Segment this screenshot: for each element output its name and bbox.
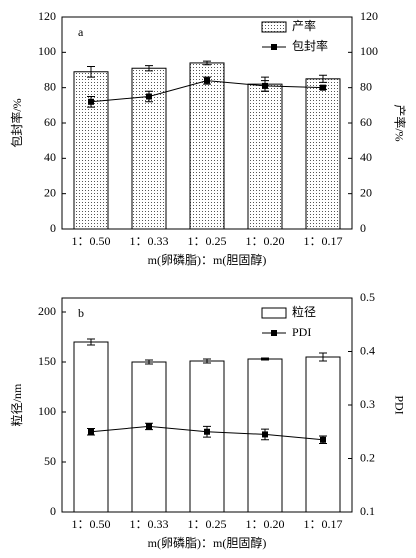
bar	[131, 361, 167, 513]
x-tick-label: 1：0.33	[129, 517, 168, 531]
bar	[73, 71, 109, 230]
legend-label: 包封率	[292, 38, 328, 53]
y2-tick-label: 60	[360, 115, 372, 129]
y2-tick-label: 0	[360, 221, 366, 235]
y-tick-label: 80	[44, 79, 56, 93]
y2-tick-label: 0.1	[360, 504, 375, 518]
y-tick-label: 100	[38, 404, 56, 418]
error-bar	[87, 338, 95, 346]
marker	[320, 436, 326, 443]
x-tick-label: 1：0.20	[245, 234, 284, 248]
x-tick-label: 1：0.25	[187, 517, 226, 531]
panel-label: b	[78, 306, 84, 320]
error-bar	[319, 74, 327, 83]
marker	[320, 84, 326, 91]
error-bar	[319, 352, 327, 362]
legend-swatch	[261, 307, 287, 319]
x-tick-label: 1：0.33	[129, 234, 168, 248]
marker	[204, 77, 210, 84]
y-tick-label: 50	[44, 454, 56, 468]
x-tick-label: 1：0.17	[303, 234, 342, 248]
marker	[88, 428, 94, 435]
y2-tick-label: 0.4	[360, 343, 375, 357]
error-bar	[203, 60, 211, 66]
error-bar	[203, 358, 211, 364]
y2-tick-label: 0.3	[360, 397, 375, 411]
legend-swatch	[261, 21, 287, 33]
legend-marker	[271, 330, 277, 336]
y-axis-label: 粒径/nm	[9, 383, 24, 426]
bar	[189, 62, 225, 230]
legend-label: PDI	[292, 325, 311, 339]
y-axis-label: 包封率/%	[9, 98, 24, 147]
y-tick-label: 0	[50, 504, 56, 518]
panel-label: a	[78, 25, 84, 39]
x-tick-label: 1：0.20	[245, 517, 284, 531]
x-axis-label: m(卵磷脂)：m(胆固醇)	[148, 252, 267, 267]
error-bar	[145, 359, 153, 365]
y-tick-label: 40	[44, 150, 56, 164]
x-tick-label: 1：0.17	[303, 517, 342, 531]
y2-tick-label: 100	[360, 44, 378, 58]
marker	[262, 431, 268, 438]
marker	[204, 428, 210, 435]
y2-tick-label: 80	[360, 79, 372, 93]
x-tick-label: 1：0.25	[187, 234, 226, 248]
bar	[305, 78, 341, 230]
plot-frame	[61, 16, 353, 230]
y2-tick-label: 20	[360, 185, 372, 199]
y2-tick-label: 0.5	[360, 290, 375, 304]
legend-label: 产率	[292, 18, 316, 33]
marker	[146, 93, 152, 100]
y-tick-label: 120	[38, 9, 56, 23]
marker	[146, 423, 152, 430]
x-tick-label: 1：0.50	[71, 234, 110, 248]
y-tick-label: 20	[44, 185, 56, 199]
plot-frame	[61, 297, 353, 513]
y2-tick-label: 0.2	[360, 450, 375, 464]
y2-tick-label: 120	[360, 9, 378, 23]
bar	[247, 83, 283, 230]
error-bar	[87, 65, 95, 78]
y-tick-label: 0	[50, 221, 56, 235]
y2-axis-label: 产率/%	[392, 104, 407, 141]
error-bar	[261, 357, 269, 361]
legend-marker	[271, 44, 277, 50]
x-tick-label: 1：0.50	[71, 517, 110, 531]
y-tick-label: 150	[38, 354, 56, 368]
bar	[73, 341, 109, 513]
y2-axis-label: PDI	[392, 395, 406, 414]
marker	[88, 98, 94, 105]
bar	[305, 356, 341, 513]
marker	[262, 82, 268, 89]
y-tick-label: 60	[44, 115, 56, 129]
x-axis-label: m(卵磷脂)：m(胆固醇)	[148, 535, 267, 550]
error-bar	[145, 65, 153, 72]
legend-label: 粒径	[292, 304, 316, 319]
y-tick-label: 200	[38, 304, 56, 318]
y2-tick-label: 40	[360, 150, 372, 164]
y-tick-label: 100	[38, 44, 56, 58]
